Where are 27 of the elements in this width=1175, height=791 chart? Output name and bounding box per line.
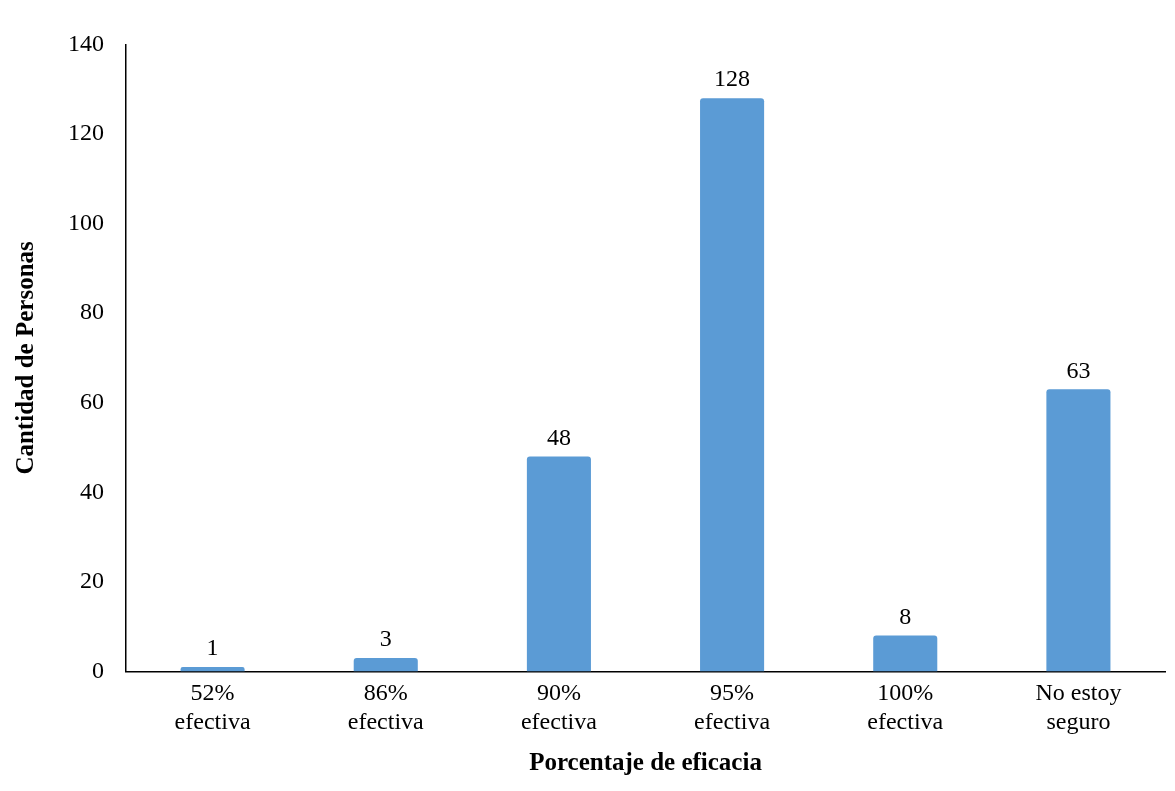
x-axis-title: Porcentaje de eficacia [529,748,763,776]
data-label: 128 [714,65,751,92]
x-tick-label: 86% efectiva [347,679,425,734]
bar [700,98,765,672]
data-label: 8 [899,602,912,629]
y-tick-label: 60 [80,387,104,414]
x-tick-label: 95% efectiva [694,679,771,734]
x-tick-label: 90% efectiva [520,679,598,734]
bar [526,456,591,672]
y-tick-label: 140 [68,29,104,56]
data-label: 48 [546,423,571,450]
y-tick-label: 20 [80,567,104,594]
bar [873,635,938,672]
x-tick-label: 100% efectiva [867,679,944,734]
y-tick-label: 100 [68,208,104,235]
data-label: 1 [206,634,219,661]
y-tick-label: 80 [80,298,104,325]
y-tick-label: 120 [68,119,104,146]
data-label: 3 [379,625,392,652]
x-tick-label: 52% efectiva [174,679,251,734]
x-tick-label: No estoy seguro [1035,679,1122,734]
data-label: 63 [1066,356,1091,383]
bar [353,657,418,672]
bar [1046,389,1111,672]
y-tick-label: 0 [92,656,104,683]
y-tick-label: 40 [80,477,104,504]
y-axis-title: Cantidad de Personas [11,240,39,475]
